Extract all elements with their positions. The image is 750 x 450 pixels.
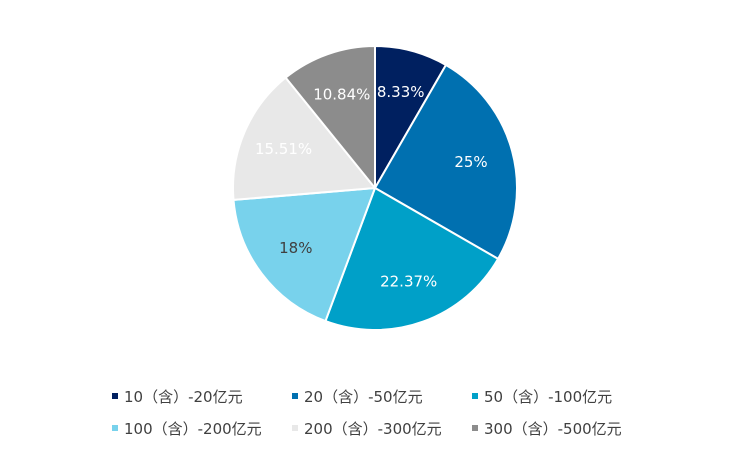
pie-slice (374, 63, 518, 260)
slice-data-label: 8.33% (377, 83, 425, 101)
legend-swatch (292, 425, 298, 431)
legend-item: 100（含）-200亿元 (112, 418, 292, 439)
legend-label: 100（含）-200亿元 (124, 419, 262, 438)
legend-item: 20（含）-50亿元 (292, 386, 472, 407)
slice-data-label: 22.37% (380, 273, 437, 291)
slice-data-label: 15.51% (255, 140, 312, 158)
legend-row-2: 100（含）-200亿元 200（含）-300亿元 300（含）-500亿元 (112, 412, 672, 444)
legend-swatch (292, 393, 298, 399)
legend-item: 200（含）-300亿元 (292, 418, 472, 439)
legend-row-1: 10（含）-20亿元 20（含）-50亿元 50（含）-100亿元 (112, 380, 672, 412)
legend-item: 50（含）-100亿元 (472, 386, 652, 407)
legend-swatch (112, 393, 118, 399)
pie-slice (232, 187, 376, 323)
legend-label: 10（含）-20亿元 (124, 387, 243, 406)
legend-item: 300（含）-500亿元 (472, 418, 652, 439)
legend: 10（含）-20亿元 20（含）-50亿元 50（含）-100亿元 100（含）… (112, 380, 672, 444)
slice-data-label: 25% (454, 153, 487, 171)
legend-label: 200（含）-300亿元 (304, 419, 442, 438)
pie-slice (232, 76, 376, 201)
slice-data-label: 10.84% (313, 85, 370, 103)
legend-swatch (472, 425, 478, 431)
legend-swatch (112, 425, 118, 431)
slice-data-label: 18% (279, 239, 312, 257)
pie-slice (324, 187, 500, 331)
pie-slice (284, 45, 376, 189)
legend-item: 10（含）-20亿元 (112, 386, 292, 407)
legend-label: 300（含）-500亿元 (484, 419, 622, 438)
legend-label: 20（含）-50亿元 (304, 387, 423, 406)
legend-label: 50（含）-100亿元 (484, 387, 613, 406)
legend-swatch (472, 393, 478, 399)
